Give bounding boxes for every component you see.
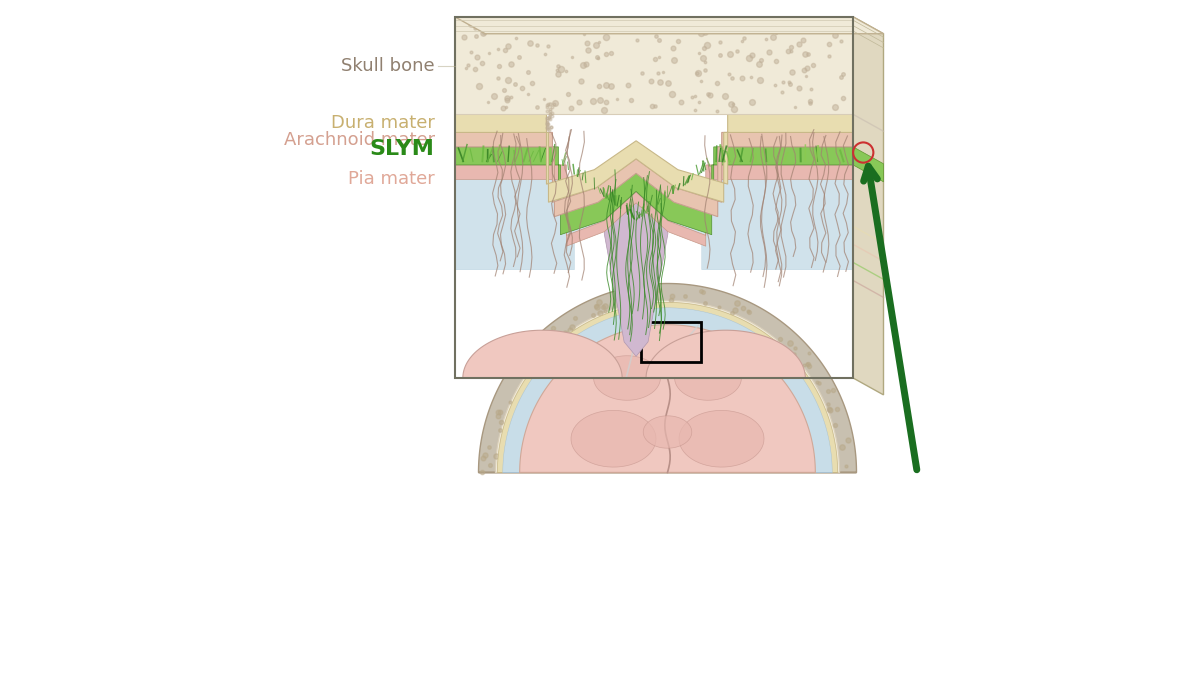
Polygon shape [496,300,840,472]
Bar [455,17,853,378]
Text: SLYM: SLYM [370,139,434,159]
Polygon shape [455,330,626,378]
Polygon shape [679,410,764,467]
Polygon shape [853,147,883,182]
Polygon shape [479,284,857,472]
Polygon shape [455,114,853,202]
Polygon shape [455,17,883,34]
Polygon shape [605,190,668,356]
Polygon shape [498,302,838,472]
Polygon shape [853,17,883,395]
Polygon shape [455,180,853,269]
Polygon shape [520,325,815,472]
Polygon shape [455,17,853,114]
Polygon shape [455,132,853,217]
Polygon shape [594,356,660,400]
Text: Pia mater: Pia mater [348,170,434,188]
Text: Skull bone: Skull bone [341,57,434,75]
Polygon shape [646,330,853,378]
Polygon shape [455,147,853,235]
Text: Arachnoid mater: Arachnoid mater [283,131,434,148]
Polygon shape [571,410,656,467]
Text: Dura mater: Dura mater [331,114,434,132]
Polygon shape [503,308,833,472]
Polygon shape [455,165,853,246]
Polygon shape [643,416,691,448]
Bar [641,322,701,362]
Polygon shape [674,356,742,400]
